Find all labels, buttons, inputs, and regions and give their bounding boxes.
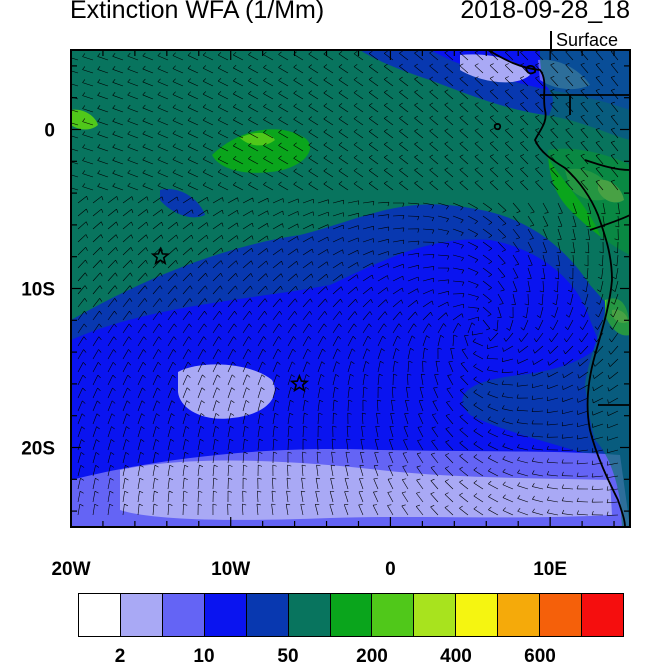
colorbar-box bbox=[163, 594, 205, 636]
y-tick-label: 20S bbox=[21, 439, 55, 460]
wind-barb-flag bbox=[67, 93, 69, 96]
colorbar-box bbox=[205, 594, 247, 636]
x-tick-label: 10W bbox=[211, 559, 250, 580]
wind-barb-flag bbox=[67, 171, 69, 174]
wind-barb-flag bbox=[67, 158, 69, 161]
wind-barb-flag bbox=[67, 67, 69, 70]
x-tick-label: 0 bbox=[385, 559, 396, 580]
colorbar-box bbox=[247, 594, 289, 636]
colorbar-box bbox=[582, 594, 623, 636]
wind-barb-flag bbox=[67, 184, 69, 187]
colorbar-box bbox=[121, 594, 163, 636]
colorbar-box bbox=[498, 594, 540, 636]
colorbar-box bbox=[456, 594, 498, 636]
y-tick-label: 0 bbox=[44, 121, 55, 142]
wind-barb-flag bbox=[67, 80, 69, 83]
wind-barb-flag bbox=[67, 132, 69, 135]
wind-barb-flag bbox=[67, 119, 69, 122]
wind-barb-flag bbox=[67, 145, 69, 148]
wind-barb-flag bbox=[67, 54, 69, 57]
map-panel: 20W 10W 0 10E 0 10S 20S bbox=[0, 0, 650, 590]
colorbar bbox=[78, 593, 624, 637]
colorbar-label: 200 bbox=[356, 646, 388, 668]
colorbar-box bbox=[540, 594, 582, 636]
colorbar-box bbox=[372, 594, 414, 636]
x-tick-label: 10E bbox=[533, 559, 567, 580]
colorbar-box bbox=[331, 594, 373, 636]
wind-barb-flag bbox=[67, 106, 69, 109]
colorbar-label: 400 bbox=[440, 646, 472, 668]
colorbar-label: 10 bbox=[193, 646, 214, 668]
colorbar-box bbox=[414, 594, 456, 636]
colorbar-label: 50 bbox=[277, 646, 298, 668]
colorbar-box bbox=[79, 594, 121, 636]
x-tick-label: 20W bbox=[51, 559, 90, 580]
colorbar-label: 600 bbox=[524, 646, 556, 668]
colorbar-box bbox=[289, 594, 331, 636]
y-tick-label: 10S bbox=[21, 280, 55, 301]
colorbar-label: 2 bbox=[115, 646, 126, 668]
